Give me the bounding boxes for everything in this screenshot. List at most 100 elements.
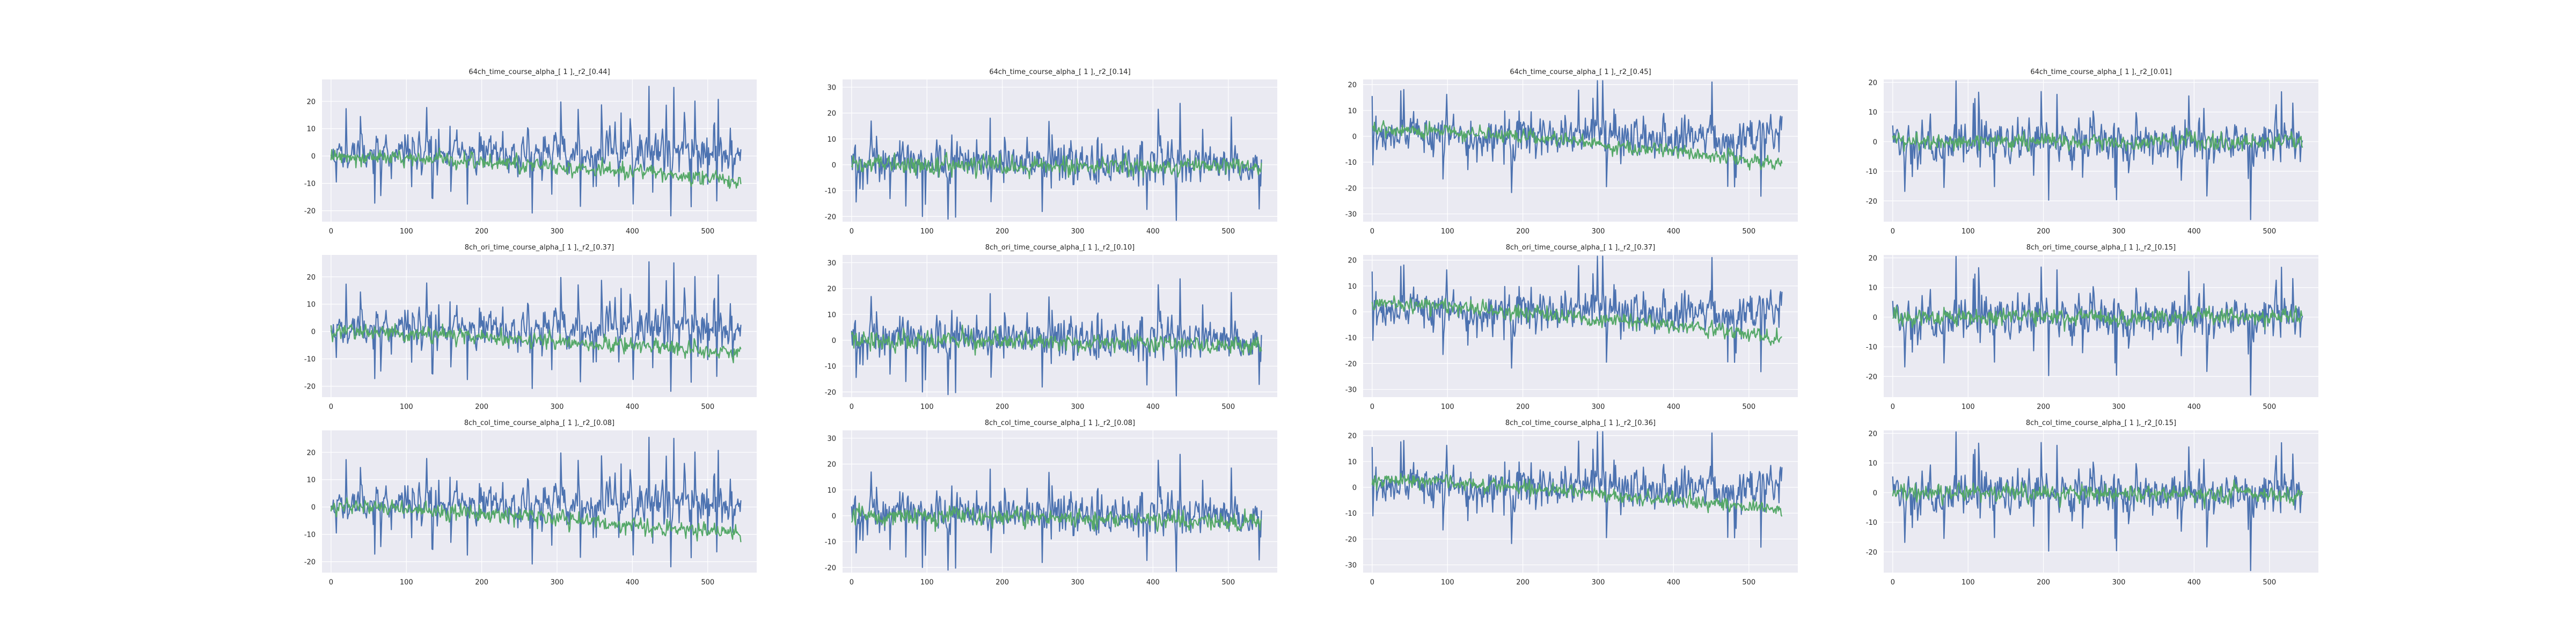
x-tick-label: 400: [1146, 228, 1160, 236]
x-tick-label: 300: [1071, 403, 1085, 411]
x-tick-label: 500: [2263, 579, 2276, 587]
y-tick-label: -10: [304, 531, 316, 539]
x-tick-label: 500: [1742, 579, 1755, 587]
x-tick-label: 300: [2112, 403, 2126, 411]
y-tick-label: -10: [304, 180, 316, 188]
x-tick-label: 300: [1071, 228, 1085, 236]
y-tick-label: 10: [306, 301, 316, 309]
series-line-1: [1371, 431, 1783, 548]
x-tick-label: 500: [1742, 228, 1755, 236]
y-tick-label: 10: [1868, 284, 1877, 292]
series-line-2: [1371, 473, 1783, 517]
x-tick-label: 100: [1962, 579, 1975, 587]
x-tick-label: 500: [701, 403, 714, 411]
y-tick-label: 0: [832, 513, 836, 521]
x-tick-label: 500: [1221, 228, 1235, 236]
y-tick-label: 20: [1348, 433, 1357, 441]
y-tick-label: 30: [827, 435, 836, 443]
series-line-1: [1892, 255, 2303, 396]
y-tick-label: 20: [306, 98, 316, 106]
y-tick-label: -20: [825, 213, 836, 221]
x-tick-label: 500: [1221, 579, 1235, 587]
x-tick-label: 100: [1441, 579, 1454, 587]
y-tick-label: -20: [1866, 373, 1877, 381]
plot-area: [843, 79, 1277, 222]
y-tick-label: -20: [825, 564, 836, 572]
x-tick-label: 200: [1516, 579, 1529, 587]
series-line-2: [330, 323, 742, 363]
series-line-2: [851, 324, 1262, 356]
series-line-1: [1371, 80, 1783, 197]
panel-3: 0 100 200 300 400 500 -30 -20 -10 0 10 20 64ch_time_…: [1345, 68, 1798, 236]
panel-10: 0 100 200 300 400 500 -20 -10 0 10 20 30 8ch_col_tim…: [825, 419, 1277, 587]
series-line-2: [1892, 128, 2303, 152]
plot-area: [1363, 430, 1798, 573]
x-tick-label: 200: [475, 579, 488, 587]
panel-title: 8ch_col_time_course_alpha_[ 1 ],_r2_[0.3…: [1505, 419, 1656, 427]
y-tick-label: 0: [1873, 489, 1877, 497]
x-tick-label: 0: [1370, 403, 1374, 411]
series-line-2: [851, 502, 1262, 532]
y-tick-label: 0: [311, 153, 316, 161]
series-line-2: [1371, 295, 1782, 346]
x-tick-label: 100: [1962, 403, 1975, 411]
y-tick-label: 0: [832, 162, 836, 170]
x-tick-label: 0: [329, 228, 333, 236]
y-tick-label: -10: [1866, 519, 1877, 527]
x-tick-label: 200: [996, 579, 1009, 587]
x-tick-label: 200: [2037, 579, 2050, 587]
y-tick-label: 0: [832, 337, 836, 345]
y-tick-label: 0: [1352, 133, 1357, 141]
series-line-2: [330, 147, 742, 189]
panel-title: 8ch_col_time_course_alpha_[ 1 ],_r2_[0.0…: [464, 419, 614, 427]
y-tick-label: 20: [306, 449, 316, 457]
y-tick-label: -30: [1345, 562, 1357, 570]
x-tick-label: 200: [475, 403, 488, 411]
panel-4: 0 100 200 300 400 500 -20 -10 0 10 20 64ch_time_cou…: [1866, 68, 2318, 236]
series-line-1: [851, 453, 1262, 572]
x-tick-label: 400: [626, 228, 639, 236]
x-tick-label: 0: [850, 228, 854, 236]
y-tick-label: 20: [306, 274, 316, 282]
x-tick-label: 0: [1891, 579, 1895, 587]
panel-title: 64ch_time_course_alpha_[ 1 ],_r2_[0.14]: [989, 68, 1130, 76]
y-tick-label: 0: [1873, 314, 1877, 322]
panel-11: 0 100 200 300 400 500 -30 -20 -10 0 10 20 8ch_col_ti…: [1345, 419, 1798, 587]
x-tick-label: 400: [626, 579, 639, 587]
x-tick-label: 400: [1667, 579, 1680, 587]
panel-7: 0 100 200 300 400 500 -30 -20 -10 0 10 20 8ch_ori_ti…: [1345, 244, 1798, 411]
series-line-1: [330, 85, 742, 217]
x-tick-label: 100: [1962, 228, 1975, 236]
panel-title: 8ch_col_time_course_alpha_[ 1 ],_r2_[0.0…: [985, 419, 1135, 427]
x-tick-label: 100: [400, 579, 413, 587]
x-tick-label: 200: [2037, 403, 2050, 411]
panel-title: 8ch_ori_time_course_alpha_[ 1 ],_r2_[0.3…: [465, 244, 614, 252]
y-tick-label: 0: [1352, 484, 1357, 492]
x-tick-label: 0: [1370, 579, 1374, 587]
x-tick-label: 300: [1592, 403, 1605, 411]
y-tick-label: 20: [827, 461, 836, 469]
y-tick-label: -20: [304, 559, 316, 567]
x-tick-label: 500: [1742, 403, 1755, 411]
panel-title: 8ch_ori_time_course_alpha_[ 1 ],_r2_[0.3…: [1506, 244, 1655, 252]
y-tick-label: 10: [1348, 283, 1357, 291]
panel-1: 0 100 200 300 400 500 -20 -10 0 10 20 64ch_time_cou…: [304, 68, 757, 236]
y-tick-label: -10: [825, 538, 836, 546]
x-tick-label: 200: [996, 228, 1009, 236]
x-tick-label: 100: [400, 228, 413, 236]
x-tick-label: 400: [2187, 228, 2201, 236]
y-tick-label: 10: [827, 136, 836, 144]
y-tick-label: -10: [1866, 343, 1877, 352]
y-tick-label: -20: [1345, 360, 1357, 368]
y-tick-label: 10: [1348, 458, 1357, 466]
x-tick-label: 500: [2263, 403, 2276, 411]
x-tick-label: 0: [1891, 403, 1895, 411]
y-tick-label: -20: [1345, 185, 1357, 193]
panel-title: 64ch_time_course_alpha_[ 1 ],_r2_[0.01]: [2030, 68, 2171, 76]
x-tick-label: 400: [1146, 579, 1160, 587]
panel-8: 0 100 200 300 400 500 -20 -10 0 10 20 8ch_ori_time_…: [1866, 244, 2318, 411]
y-tick-label: 30: [827, 259, 836, 267]
x-tick-label: 400: [2187, 579, 2201, 587]
y-tick-label: 0: [1873, 138, 1877, 147]
